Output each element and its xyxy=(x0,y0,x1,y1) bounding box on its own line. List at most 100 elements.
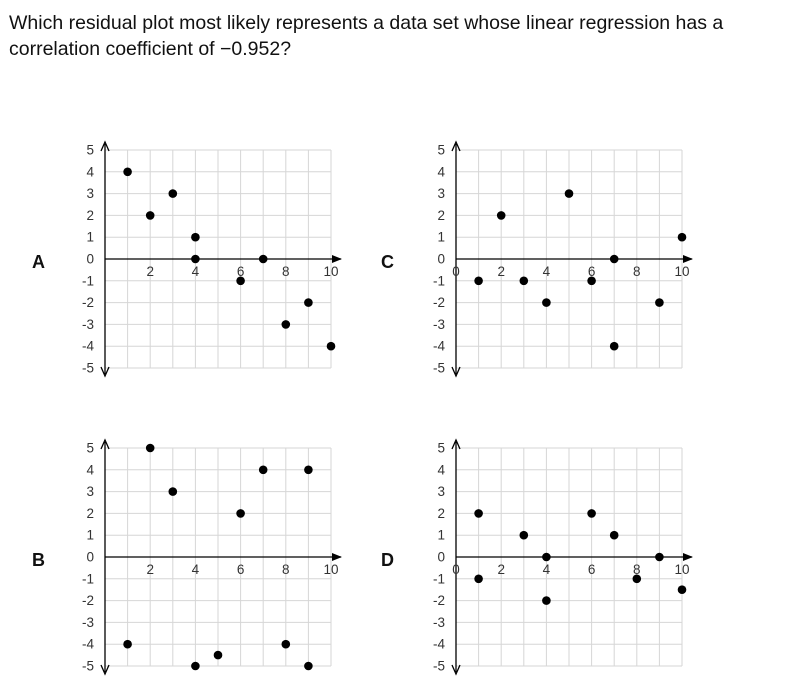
x-tick-label: 6 xyxy=(588,264,596,279)
y-tick-label: -2 xyxy=(433,295,445,310)
x-tick-label: 10 xyxy=(323,264,338,279)
y-axis-arrow-down xyxy=(100,664,110,676)
data-point xyxy=(609,530,619,540)
y-tick-label: -5 xyxy=(82,659,94,674)
y-axis-arrow-up xyxy=(100,140,110,152)
x-tick-label: 8 xyxy=(633,562,641,577)
y-tick-label: -4 xyxy=(82,637,94,652)
y-tick-label: -4 xyxy=(433,339,445,354)
data-point xyxy=(542,552,551,562)
y-tick-label: -3 xyxy=(82,615,94,630)
y-tick-label: -2 xyxy=(82,593,94,608)
y-tick-label: 0 xyxy=(437,252,445,267)
y-tick-label: -2 xyxy=(433,593,445,608)
data-point xyxy=(304,661,313,671)
y-tick-label: 1 xyxy=(86,230,94,245)
x-tick-label: 8 xyxy=(282,562,290,577)
y-tick-label: 4 xyxy=(86,462,94,477)
y-tick-label: -2 xyxy=(82,295,94,310)
y-tick-label: 0 xyxy=(86,550,94,565)
data-point xyxy=(258,254,268,264)
x-tick-label: 0 xyxy=(452,264,460,279)
y-tick-label: -4 xyxy=(82,339,94,354)
x-tick-label: 4 xyxy=(192,562,200,577)
data-point xyxy=(258,465,268,475)
x-tick-label: 6 xyxy=(237,562,245,577)
x-tick-label: 10 xyxy=(323,562,338,577)
y-axis-arrow-down xyxy=(451,664,461,676)
x-axis-arrow xyxy=(332,553,342,561)
y-tick-label: 2 xyxy=(86,208,94,223)
y-tick-label: -3 xyxy=(433,317,445,332)
y-tick-label: 2 xyxy=(437,506,445,521)
y-tick-label: -1 xyxy=(433,571,445,586)
y-tick-label: 3 xyxy=(437,484,445,499)
x-tick-label: 10 xyxy=(674,562,689,577)
x-tick-label: 6 xyxy=(588,562,596,577)
data-point xyxy=(168,487,178,496)
data-point xyxy=(677,232,687,242)
y-axis-arrow-up xyxy=(100,438,110,450)
x-tick-label: 2 xyxy=(497,562,505,577)
y-tick-label: 4 xyxy=(86,164,94,179)
data-point xyxy=(542,596,551,605)
data-point xyxy=(304,465,313,475)
y-tick-label: -3 xyxy=(433,615,445,630)
x-tick-label: 8 xyxy=(633,264,641,279)
x-tick-label: 2 xyxy=(497,264,505,279)
y-tick-label: 1 xyxy=(437,528,445,543)
data-point xyxy=(564,189,574,198)
data-point xyxy=(213,650,223,660)
data-point xyxy=(474,276,483,286)
x-tick-label: 2 xyxy=(146,562,154,577)
data-point xyxy=(191,254,200,264)
data-point xyxy=(236,509,245,518)
y-tick-label: -5 xyxy=(82,361,94,376)
data-point xyxy=(474,574,483,584)
y-axis-arrow-up xyxy=(451,140,461,152)
y-tick-label: -1 xyxy=(433,273,445,288)
data-point xyxy=(496,211,506,220)
x-tick-label: 8 xyxy=(282,264,290,279)
y-axis-arrow-down xyxy=(451,366,461,378)
data-point xyxy=(655,552,664,562)
x-tick-label: 0 xyxy=(452,562,460,577)
data-point xyxy=(281,639,291,649)
y-tick-label: 3 xyxy=(437,186,445,201)
data-point xyxy=(519,276,529,286)
y-tick-label: -4 xyxy=(433,637,445,652)
y-tick-label: 5 xyxy=(86,441,94,456)
data-point xyxy=(145,443,155,453)
data-point xyxy=(587,276,596,286)
data-point xyxy=(281,320,291,329)
y-tick-label: 3 xyxy=(86,484,94,499)
x-tick-label: 4 xyxy=(543,264,551,279)
y-tick-label: -1 xyxy=(82,273,94,288)
option-label-a: A xyxy=(32,252,45,272)
x-axis-arrow xyxy=(332,255,342,263)
option-label-c: C xyxy=(381,252,394,272)
y-tick-label: 5 xyxy=(437,143,445,158)
x-tick-label: 4 xyxy=(192,264,200,279)
data-point xyxy=(191,232,200,242)
y-tick-label: -5 xyxy=(433,659,445,674)
x-tick-label: 6 xyxy=(237,264,245,279)
data-point xyxy=(677,585,687,594)
option-label-d: D xyxy=(381,550,394,570)
y-axis-arrow-up xyxy=(451,438,461,450)
data-point xyxy=(191,661,200,671)
data-point xyxy=(123,167,132,177)
x-tick-label: 4 xyxy=(543,562,551,577)
y-tick-label: 1 xyxy=(437,230,445,245)
data-point xyxy=(542,298,551,307)
y-tick-label: 4 xyxy=(437,164,445,179)
data-point xyxy=(587,509,596,518)
data-point xyxy=(655,298,664,307)
y-tick-label: 0 xyxy=(437,550,445,565)
data-point xyxy=(609,254,619,264)
grid-lines xyxy=(105,149,332,369)
residual-plot-b: 5 4 3 2 1 0 -1 -2 -3 -4 -5 2 4 6 8 10 xyxy=(60,438,350,678)
